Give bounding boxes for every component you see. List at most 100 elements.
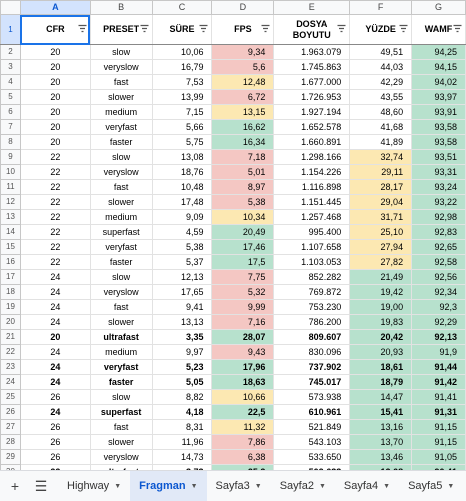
cell-wamf[interactable]: 91,42 bbox=[411, 374, 466, 390]
cell-cfr[interactable]: 22 bbox=[19, 179, 91, 195]
cell-yuzde[interactable]: 44,03 bbox=[349, 59, 413, 75]
cell-preset[interactable]: slower bbox=[89, 434, 153, 450]
cell-yuzde[interactable]: 29,11 bbox=[349, 164, 413, 180]
row-number[interactable]: 9 bbox=[0, 149, 21, 165]
cell-cfr[interactable]: 22 bbox=[19, 149, 91, 165]
cell-fps[interactable]: 12,48 bbox=[211, 74, 275, 90]
cell-sure[interactable]: 10,06 bbox=[151, 44, 213, 60]
cell-cfr[interactable]: 24 bbox=[19, 314, 91, 330]
row-number[interactable]: 27 bbox=[0, 419, 21, 435]
cell-sure[interactable]: 17,48 bbox=[151, 194, 213, 210]
row-number[interactable]: 2 bbox=[0, 44, 21, 60]
cell-yuzde[interactable]: 19,00 bbox=[349, 299, 413, 315]
cell-boyut[interactable]: 543.103 bbox=[273, 434, 351, 450]
cell-yuzde[interactable]: 49,51 bbox=[349, 44, 413, 60]
cell-preset[interactable]: slower bbox=[89, 314, 153, 330]
cell-sure[interactable]: 5,66 bbox=[151, 119, 213, 135]
cell-preset[interactable]: veryslow bbox=[89, 164, 153, 180]
cell-boyut[interactable]: 573.938 bbox=[273, 389, 351, 405]
filter-icon[interactable] bbox=[199, 24, 208, 33]
cell-wamf[interactable]: 92,13 bbox=[411, 329, 466, 345]
cell-boyut[interactable]: 809.607 bbox=[273, 329, 351, 345]
cell-wamf[interactable]: 91,9 bbox=[411, 344, 466, 360]
cell-cfr[interactable]: 20 bbox=[19, 89, 91, 105]
cell-cfr[interactable]: 26 bbox=[19, 419, 91, 435]
cell-sure[interactable]: 12,13 bbox=[151, 269, 213, 285]
chevron-down-icon[interactable]: ▼ bbox=[447, 482, 455, 490]
row-number[interactable]: 24 bbox=[0, 374, 21, 390]
all-sheets-menu-icon[interactable]: ☰ bbox=[34, 477, 48, 494]
chevron-down-icon[interactable]: ▼ bbox=[190, 482, 198, 490]
header-cell-wamf[interactable]: WAMF bbox=[411, 14, 466, 45]
cell-fps[interactable]: 7,86 bbox=[211, 434, 275, 450]
cell-wamf[interactable]: 92,58 bbox=[411, 254, 466, 270]
cell-boyut[interactable]: 1.151.445 bbox=[273, 194, 351, 210]
sheet-tab-sayfa3[interactable]: Sayfa3 ▼ bbox=[207, 471, 271, 501]
spreadsheet-grid[interactable]: A B C D E F G 1 CFR PRESET SÜRE FPS DOSYA BOYUTU YÜZD… bbox=[0, 0, 466, 470]
cell-wamf[interactable]: 93,31 bbox=[411, 164, 466, 180]
cell-yuzde[interactable]: 14,47 bbox=[349, 389, 413, 405]
cell-boyut[interactable]: 502.633 bbox=[273, 464, 351, 470]
cell-boyut[interactable]: 1.107.658 bbox=[273, 239, 351, 255]
cell-wamf[interactable]: 93,22 bbox=[411, 194, 466, 210]
cell-cfr[interactable]: 22 bbox=[19, 209, 91, 225]
row-number[interactable]: 18 bbox=[0, 284, 21, 300]
row-number[interactable]: 11 bbox=[0, 179, 21, 195]
cell-yuzde[interactable]: 41,89 bbox=[349, 134, 413, 150]
cell-cfr[interactable]: 22 bbox=[19, 224, 91, 240]
cell-cfr[interactable]: 26 bbox=[19, 434, 91, 450]
cell-yuzde[interactable]: 43,55 bbox=[349, 89, 413, 105]
cell-fps[interactable]: 5,6 bbox=[211, 59, 275, 75]
header-cell-sure[interactable]: SÜRE bbox=[151, 14, 213, 45]
cell-cfr[interactable]: 26 bbox=[19, 389, 91, 405]
row-number[interactable]: 22 bbox=[0, 344, 21, 360]
cell-yuzde[interactable]: 19,42 bbox=[349, 284, 413, 300]
cell-fps[interactable]: 7,75 bbox=[211, 269, 275, 285]
cell-cfr[interactable]: 22 bbox=[19, 194, 91, 210]
cell-wamf[interactable]: 93,97 bbox=[411, 89, 466, 105]
cell-cfr[interactable]: 24 bbox=[19, 404, 91, 420]
cell-boyut[interactable]: 745.017 bbox=[273, 374, 351, 390]
cell-boyut[interactable]: 1.103.053 bbox=[273, 254, 351, 270]
cell-boyut[interactable]: 769.872 bbox=[273, 284, 351, 300]
cell-boyut[interactable]: 533.650 bbox=[273, 449, 351, 465]
row-number[interactable]: 19 bbox=[0, 299, 21, 315]
cell-fps[interactable]: 5,01 bbox=[211, 164, 275, 180]
cell-preset[interactable]: slow bbox=[89, 269, 153, 285]
row-number[interactable]: 23 bbox=[0, 359, 21, 375]
cell-boyut[interactable]: 610.961 bbox=[273, 404, 351, 420]
column-header-d[interactable]: D bbox=[211, 0, 275, 15]
filter-icon[interactable] bbox=[453, 24, 462, 33]
cell-cfr[interactable]: 24 bbox=[19, 284, 91, 300]
cell-fps[interactable]: 9,99 bbox=[211, 299, 275, 315]
row-number[interactable]: 8 bbox=[0, 134, 21, 150]
cell-boyut[interactable]: 1.726.953 bbox=[273, 89, 351, 105]
filter-icon[interactable] bbox=[261, 24, 270, 33]
cell-wamf[interactable]: 91,31 bbox=[411, 404, 466, 420]
cell-sure[interactable]: 7,15 bbox=[151, 104, 213, 120]
cell-yuzde[interactable]: 15,41 bbox=[349, 404, 413, 420]
cell-preset[interactable]: slow bbox=[89, 389, 153, 405]
cell-yuzde[interactable]: 18,61 bbox=[349, 359, 413, 375]
column-header-e[interactable]: E bbox=[273, 0, 351, 15]
cell-sure[interactable]: 13,08 bbox=[151, 149, 213, 165]
cell-preset[interactable]: medium bbox=[89, 209, 153, 225]
cell-sure[interactable]: 14,73 bbox=[151, 449, 213, 465]
cell-boyut[interactable]: 753.230 bbox=[273, 299, 351, 315]
cell-preset[interactable]: superfast bbox=[89, 224, 153, 240]
header-cell-fps[interactable]: FPS bbox=[211, 14, 275, 45]
cell-preset[interactable]: slower bbox=[89, 89, 153, 105]
cell-sure[interactable]: 8,31 bbox=[151, 419, 213, 435]
cell-sure[interactable]: 5,75 bbox=[151, 134, 213, 150]
cell-fps[interactable]: 28,07 bbox=[211, 329, 275, 345]
cell-cfr[interactable]: 20 bbox=[19, 119, 91, 135]
row-number[interactable]: 4 bbox=[0, 74, 21, 90]
header-cell-yuzde[interactable]: YÜZDE bbox=[349, 14, 413, 45]
cell-yuzde[interactable]: 48,60 bbox=[349, 104, 413, 120]
cell-fps[interactable]: 11,32 bbox=[211, 419, 275, 435]
header-cell-cfr[interactable]: CFR bbox=[19, 14, 91, 45]
cell-boyut[interactable]: 1.298.166 bbox=[273, 149, 351, 165]
cell-fps[interactable]: 9,43 bbox=[211, 344, 275, 360]
add-sheet-button[interactable]: + bbox=[10, 478, 20, 494]
cell-boyut[interactable]: 1.652.578 bbox=[273, 119, 351, 135]
